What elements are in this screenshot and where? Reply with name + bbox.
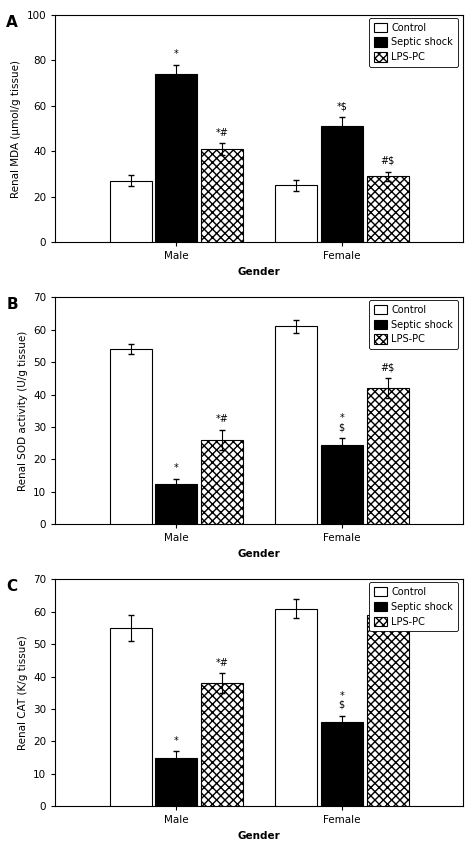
Bar	[155, 757, 197, 806]
Bar	[155, 484, 197, 524]
Bar	[321, 445, 363, 524]
Text: *#: *#	[216, 658, 228, 668]
Text: *
$: * $	[339, 691, 345, 710]
Bar	[201, 440, 243, 524]
Legend: Control, Septic shock, LPS-PC: Control, Septic shock, LPS-PC	[369, 300, 458, 349]
Text: #$: #$	[381, 363, 395, 372]
Bar	[201, 149, 243, 242]
Bar	[366, 615, 409, 806]
X-axis label: Gender: Gender	[238, 549, 281, 559]
Text: #$: #$	[381, 156, 395, 166]
Bar	[321, 722, 363, 806]
Legend: Control, Septic shock, LPS-PC: Control, Septic shock, LPS-PC	[369, 18, 458, 67]
Text: *
$: * $	[339, 413, 345, 433]
Text: *#: *#	[216, 414, 228, 424]
Text: C: C	[7, 579, 18, 595]
Bar	[275, 185, 317, 242]
Y-axis label: Renal SOD activity (U/g tissue): Renal SOD activity (U/g tissue)	[18, 331, 27, 491]
Bar	[275, 326, 317, 524]
Text: #$: #$	[381, 590, 395, 600]
Bar	[109, 628, 152, 806]
X-axis label: Gender: Gender	[238, 267, 281, 277]
Text: B: B	[7, 297, 18, 313]
Y-axis label: Renal CAT (K/g tissue): Renal CAT (K/g tissue)	[18, 636, 27, 751]
Bar	[275, 608, 317, 806]
Bar	[109, 181, 152, 242]
Bar	[201, 683, 243, 806]
Legend: Control, Septic shock, LPS-PC: Control, Septic shock, LPS-PC	[369, 582, 458, 631]
Text: *#: *#	[216, 128, 228, 138]
Bar	[109, 349, 152, 524]
Bar	[155, 74, 197, 242]
Bar	[366, 388, 409, 524]
Text: A: A	[7, 15, 18, 30]
Bar	[366, 176, 409, 242]
Text: *: *	[174, 463, 179, 473]
Text: *: *	[174, 49, 179, 60]
X-axis label: Gender: Gender	[238, 831, 281, 841]
Text: *: *	[174, 735, 179, 746]
Text: *$: *$	[337, 101, 347, 112]
Bar	[321, 126, 363, 242]
Y-axis label: Renal MDA (μmol/g tissue): Renal MDA (μmol/g tissue)	[11, 60, 21, 198]
